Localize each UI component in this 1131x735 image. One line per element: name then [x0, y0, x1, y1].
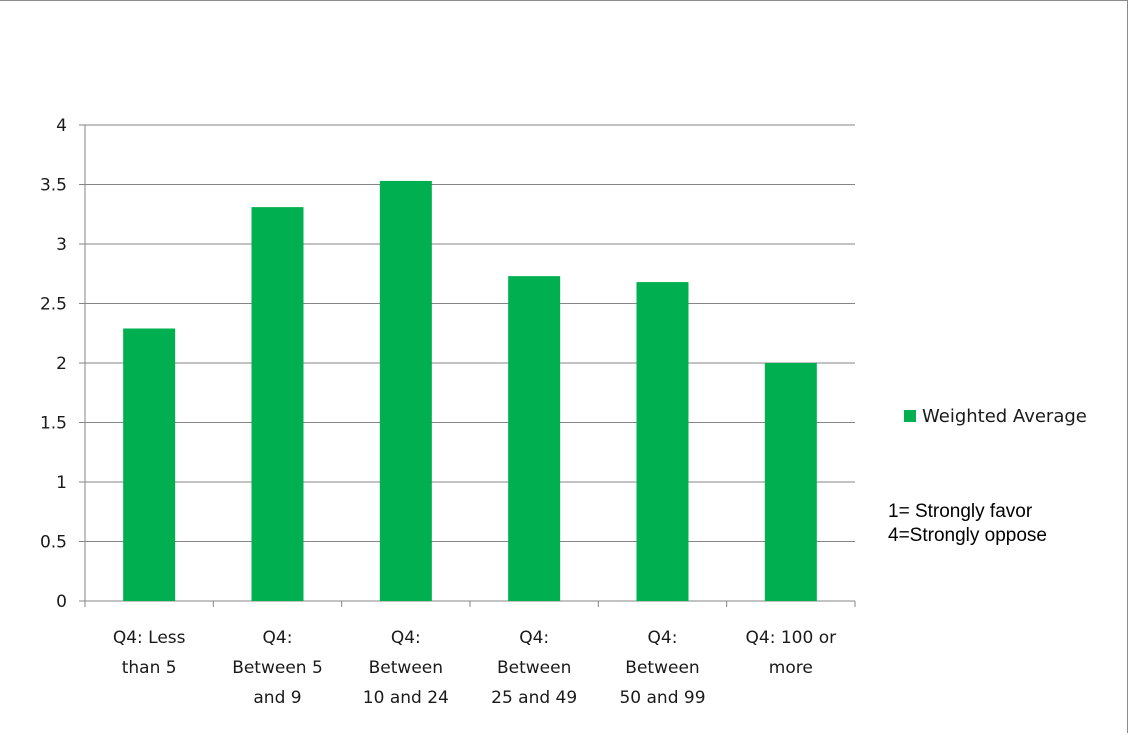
axes	[79, 124, 856, 607]
x-category-label: Between	[497, 658, 571, 678]
bar	[251, 207, 304, 602]
x-category-label: Q4:	[648, 628, 678, 648]
y-tick-label: 1.5	[40, 414, 67, 434]
bar	[379, 180, 432, 601]
x-category-label: Q4:	[391, 628, 421, 648]
gridlines	[85, 124, 855, 542]
y-tick-label: 0	[56, 592, 67, 612]
scale-note-line-2: 4=Strongly oppose	[888, 525, 1047, 546]
legend-label: Weighted Average	[922, 406, 1087, 427]
x-category-label: Q4:	[263, 628, 293, 648]
x-category-label: 25 and 49	[491, 688, 577, 708]
x-category-label: Q4: 100 or	[746, 628, 837, 648]
legend-swatch	[904, 410, 916, 422]
legend: Weighted Average	[904, 406, 1087, 427]
x-category-label: Between	[369, 658, 443, 678]
bar	[636, 282, 689, 601]
y-tick-labels: 0 0.5 1 1.5 2 2.5 3 3.5 4	[40, 116, 67, 612]
bar	[123, 328, 176, 601]
y-tick-label: 2	[56, 354, 67, 374]
bar	[764, 363, 817, 601]
y-tick-label: 0.5	[40, 533, 67, 553]
x-category-label: Between	[625, 658, 699, 678]
y-tick-label: 1	[56, 473, 67, 493]
x-category-label: Q4:	[519, 628, 549, 648]
x-category-labels: Q4: Less than 5 Q4: Between 5 and 9 Q4: Betwee…	[113, 628, 836, 708]
scale-note-line-1: 1= Strongly favor	[888, 501, 1033, 522]
y-tick-label: 3	[56, 235, 67, 255]
x-category-label: Q4: Less	[113, 628, 186, 648]
bars	[123, 180, 817, 602]
y-tick-label: 4	[56, 116, 67, 136]
bar	[508, 276, 561, 601]
x-category-label: Between 5	[232, 658, 323, 678]
y-tick-label: 3.5	[40, 176, 67, 196]
x-category-label: more	[769, 658, 813, 678]
x-category-label: 10 and 24	[363, 688, 449, 708]
y-tick-label: 2.5	[40, 295, 67, 315]
x-category-label: than 5	[122, 658, 177, 678]
x-category-label: 50 and 99	[619, 688, 705, 708]
x-category-label: and 9	[253, 688, 301, 708]
